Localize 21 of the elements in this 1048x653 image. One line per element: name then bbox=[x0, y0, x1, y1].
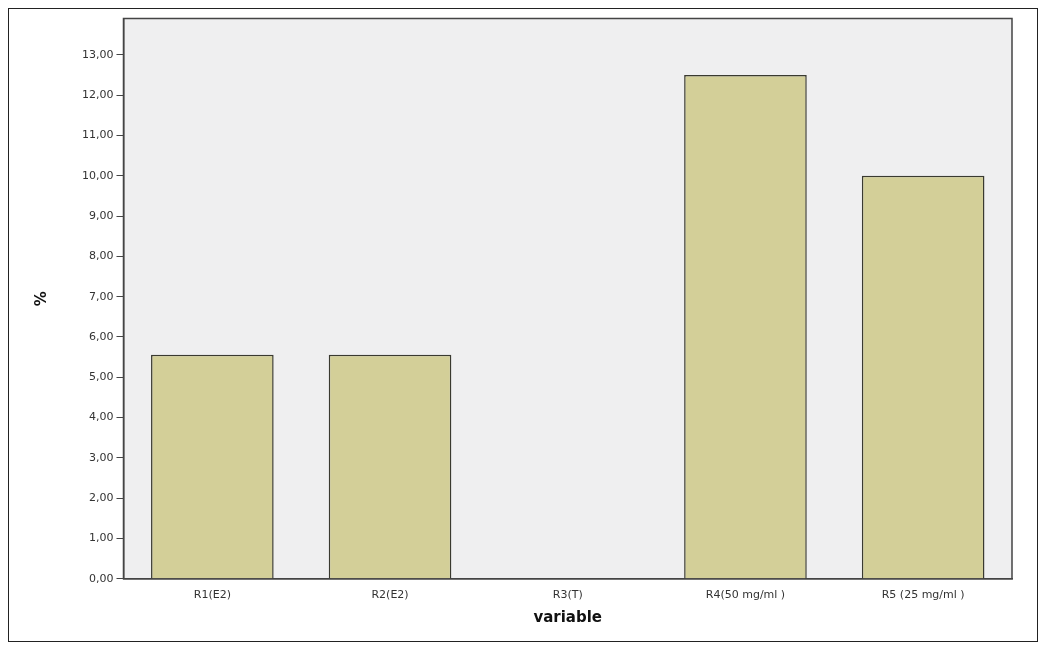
x-tick-label: R2(E2) bbox=[371, 588, 409, 602]
y-tick-label: 5,00 bbox=[88, 370, 114, 384]
x-axis-title: variable bbox=[533, 607, 603, 626]
y-tick-label: 6,00 bbox=[88, 329, 114, 343]
y-tick-label: 1,00 bbox=[88, 531, 114, 545]
y-tick-label: 7,00 bbox=[88, 289, 114, 303]
x-tick-label: R3(T) bbox=[552, 588, 583, 602]
y-tick-label: 8,00 bbox=[88, 249, 114, 263]
x-tick-label: R4(50 mg/ml ) bbox=[705, 588, 786, 602]
x-tick-label: R1(E2) bbox=[193, 588, 231, 602]
y-tick-label: 11,00 bbox=[81, 128, 114, 142]
x-tick-label: R5 (25 mg/ml ) bbox=[881, 588, 965, 602]
y-tick-label: 12,00 bbox=[81, 88, 114, 102]
y-tick-label: 3,00 bbox=[88, 450, 114, 464]
y-tick-label: 10,00 bbox=[81, 168, 114, 182]
y-tick-label: 2,00 bbox=[88, 491, 114, 505]
y-axis-title: % bbox=[31, 291, 50, 307]
y-tick-label: 0,00 bbox=[88, 571, 114, 585]
y-tick-label: 4,00 bbox=[88, 410, 114, 424]
y-tick-label: 9,00 bbox=[88, 208, 114, 222]
y-tick-label: 13,00 bbox=[81, 47, 114, 61]
